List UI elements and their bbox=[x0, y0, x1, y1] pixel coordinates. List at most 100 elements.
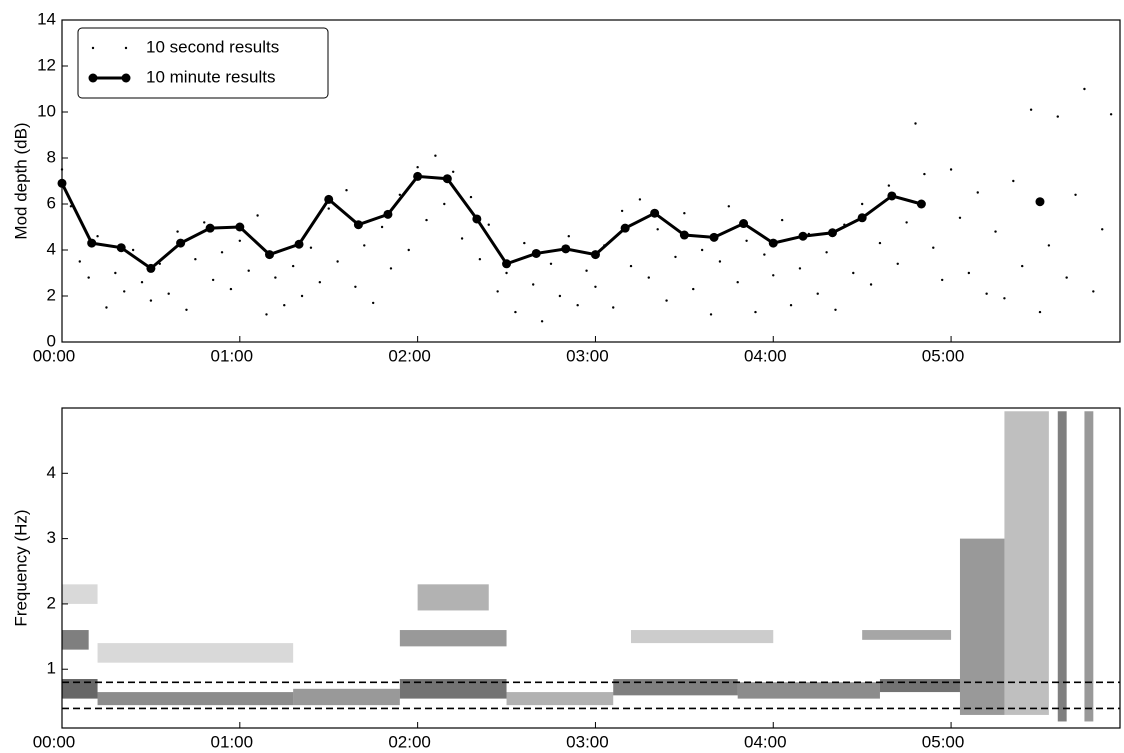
spectrogram-cell bbox=[1057, 411, 1067, 722]
scatter-point bbox=[451, 170, 455, 173]
scatter-point bbox=[967, 271, 971, 275]
marker bbox=[620, 223, 630, 233]
scatter-point bbox=[549, 262, 553, 265]
scatter-point bbox=[211, 278, 215, 282]
legend-box bbox=[77, 27, 329, 99]
scatter-point bbox=[985, 292, 988, 295]
legend-swatch bbox=[121, 73, 131, 83]
spectrogram-cell bbox=[97, 692, 294, 706]
scatter-point bbox=[460, 237, 464, 240]
scatter-point bbox=[398, 193, 402, 196]
scatter-point bbox=[505, 271, 508, 275]
scatter-point bbox=[283, 304, 286, 307]
plot-frame bbox=[61, 407, 1121, 729]
y-tick-label: 4 bbox=[47, 463, 56, 482]
scatter-point bbox=[131, 248, 135, 252]
marker bbox=[768, 238, 778, 248]
marker bbox=[531, 248, 541, 258]
scatter-point bbox=[629, 264, 633, 268]
scatter-point bbox=[1038, 310, 1042, 314]
scatter-point bbox=[914, 122, 917, 125]
marker bbox=[442, 174, 452, 184]
scatter-point bbox=[469, 195, 473, 199]
y-tick-label: 4 bbox=[47, 239, 56, 258]
scatter-point bbox=[318, 281, 322, 284]
scatter-point bbox=[594, 285, 597, 288]
scatter-point bbox=[96, 235, 99, 238]
x-tick-label: 04:00 bbox=[744, 346, 787, 365]
y-tick-label: 0 bbox=[47, 331, 56, 350]
spectrogram-cell bbox=[293, 688, 400, 706]
scatter-point bbox=[949, 168, 953, 171]
scatter-point bbox=[443, 202, 446, 206]
spectrogram-cell bbox=[862, 630, 952, 640]
scatter-point bbox=[754, 310, 757, 314]
scatter-point bbox=[185, 308, 188, 311]
scatter-point bbox=[700, 248, 704, 252]
scatter-point bbox=[87, 276, 90, 279]
spectrogram-cell bbox=[399, 630, 507, 647]
scatter-point bbox=[718, 260, 722, 263]
marker bbox=[294, 239, 304, 249]
x-tick-label: 02:00 bbox=[388, 732, 431, 751]
y-axis-label: Mod depth (dB) bbox=[11, 122, 30, 239]
scatter-point bbox=[780, 218, 784, 222]
marker bbox=[679, 230, 689, 240]
plot-frame bbox=[61, 19, 1121, 343]
marker bbox=[590, 250, 600, 260]
scatter-point bbox=[860, 202, 864, 206]
legend-label: 10 minute results bbox=[146, 67, 275, 86]
scatter-point bbox=[247, 269, 250, 272]
scatter-point bbox=[976, 191, 979, 194]
marker bbox=[827, 228, 837, 238]
spectrogram-cell bbox=[97, 643, 294, 663]
scatter-point bbox=[203, 221, 206, 224]
x-tick-label: 00:00 bbox=[33, 346, 76, 365]
scatter-point bbox=[540, 320, 544, 323]
y-tick-label: 6 bbox=[47, 193, 56, 212]
spectrogram-cell bbox=[399, 679, 507, 699]
scatter-point bbox=[434, 154, 437, 157]
marker bbox=[413, 171, 423, 181]
scatter-point bbox=[958, 216, 962, 219]
scatter-point bbox=[1029, 108, 1033, 111]
scatter-point bbox=[798, 267, 802, 270]
marker bbox=[205, 223, 215, 233]
scatter-point bbox=[105, 306, 108, 309]
y-tick-label: 14 bbox=[37, 9, 56, 28]
scatter-point bbox=[709, 313, 713, 316]
scatter-point bbox=[772, 274, 775, 277]
legend-swatch bbox=[124, 46, 128, 50]
line bbox=[60, 174, 922, 271]
scatter-point bbox=[1065, 276, 1068, 279]
scatter-point bbox=[229, 287, 233, 291]
spectrogram-cell bbox=[1004, 411, 1049, 715]
scatter-point bbox=[1056, 115, 1059, 118]
y-tick-label: 8 bbox=[47, 147, 56, 166]
scatter-point bbox=[149, 299, 153, 302]
legend-swatch bbox=[88, 73, 98, 83]
marker bbox=[798, 231, 808, 241]
scatter-point bbox=[1101, 228, 1104, 231]
scatter-point bbox=[576, 304, 579, 307]
scatter-point bbox=[496, 290, 499, 293]
scatter-point bbox=[567, 235, 570, 238]
scatter-point bbox=[407, 248, 410, 252]
spectrogram-cell bbox=[879, 679, 960, 693]
scatter-point bbox=[78, 260, 81, 263]
scatter-point bbox=[380, 225, 384, 229]
scatter-point bbox=[1109, 113, 1113, 116]
y-tick-label: 2 bbox=[47, 593, 56, 612]
scatter-point bbox=[940, 278, 944, 282]
scatter-point bbox=[532, 283, 535, 286]
scatter-point bbox=[763, 253, 766, 256]
scatter-point bbox=[478, 258, 482, 261]
spectrogram-cell bbox=[613, 679, 738, 696]
marker bbox=[116, 243, 126, 253]
scatter-point bbox=[869, 283, 873, 286]
x-tick-label: 05:00 bbox=[922, 732, 965, 751]
spectrogram-cell bbox=[1084, 411, 1094, 722]
x-tick-label: 05:00 bbox=[922, 346, 965, 365]
scatter-point bbox=[887, 184, 891, 187]
scatter-point bbox=[878, 241, 882, 245]
